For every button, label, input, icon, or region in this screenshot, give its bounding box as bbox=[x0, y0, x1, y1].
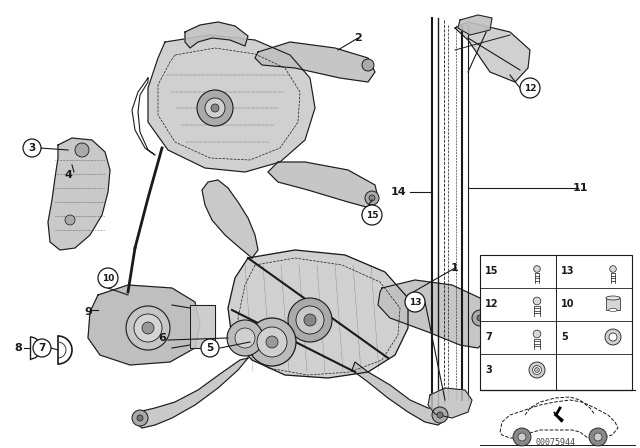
Ellipse shape bbox=[609, 309, 617, 311]
Circle shape bbox=[520, 78, 540, 98]
Circle shape bbox=[126, 306, 170, 350]
Text: 13: 13 bbox=[409, 297, 421, 306]
Circle shape bbox=[257, 327, 287, 357]
Text: 12: 12 bbox=[485, 299, 499, 309]
Circle shape bbox=[518, 433, 526, 441]
Circle shape bbox=[235, 328, 255, 348]
Circle shape bbox=[75, 143, 89, 157]
Circle shape bbox=[609, 333, 617, 341]
Polygon shape bbox=[135, 358, 248, 428]
Circle shape bbox=[137, 415, 143, 421]
Circle shape bbox=[132, 410, 148, 426]
Text: 7: 7 bbox=[485, 332, 492, 342]
Polygon shape bbox=[378, 280, 492, 348]
Circle shape bbox=[437, 412, 443, 418]
Text: 12: 12 bbox=[524, 83, 536, 92]
Circle shape bbox=[589, 428, 607, 446]
Text: 9: 9 bbox=[84, 307, 92, 317]
Circle shape bbox=[296, 306, 324, 334]
Text: 6: 6 bbox=[158, 333, 166, 343]
Text: 3: 3 bbox=[485, 365, 492, 375]
Bar bbox=[480, 255, 632, 390]
Circle shape bbox=[365, 191, 379, 205]
Circle shape bbox=[134, 314, 162, 342]
Text: 5: 5 bbox=[561, 332, 568, 342]
Circle shape bbox=[266, 336, 278, 348]
Ellipse shape bbox=[606, 296, 620, 300]
Circle shape bbox=[477, 315, 483, 321]
Polygon shape bbox=[228, 250, 408, 378]
Text: 15: 15 bbox=[485, 266, 499, 276]
Polygon shape bbox=[458, 15, 492, 35]
Circle shape bbox=[142, 322, 154, 334]
Circle shape bbox=[362, 59, 374, 71]
Polygon shape bbox=[352, 362, 445, 425]
Text: 4: 4 bbox=[64, 170, 72, 180]
Text: 11: 11 bbox=[572, 183, 588, 193]
Circle shape bbox=[65, 215, 75, 225]
Polygon shape bbox=[268, 162, 378, 208]
Circle shape bbox=[533, 330, 541, 338]
Polygon shape bbox=[255, 42, 375, 82]
Circle shape bbox=[205, 98, 225, 118]
Circle shape bbox=[513, 428, 531, 446]
Circle shape bbox=[98, 268, 118, 288]
Text: 14: 14 bbox=[390, 187, 406, 197]
Circle shape bbox=[432, 407, 448, 423]
Polygon shape bbox=[185, 22, 248, 48]
Circle shape bbox=[288, 298, 332, 342]
Circle shape bbox=[405, 292, 425, 312]
Circle shape bbox=[304, 314, 316, 326]
Text: 5: 5 bbox=[206, 343, 214, 353]
Bar bbox=[606, 298, 620, 310]
Circle shape bbox=[534, 266, 540, 272]
Circle shape bbox=[33, 339, 51, 357]
Circle shape bbox=[362, 205, 382, 225]
Polygon shape bbox=[190, 305, 215, 348]
Circle shape bbox=[529, 362, 545, 378]
Polygon shape bbox=[48, 138, 110, 250]
Polygon shape bbox=[455, 22, 530, 82]
Text: 2: 2 bbox=[354, 33, 362, 43]
Circle shape bbox=[211, 104, 219, 112]
Circle shape bbox=[472, 310, 488, 326]
Text: 8: 8 bbox=[14, 343, 22, 353]
Circle shape bbox=[248, 318, 296, 366]
Circle shape bbox=[594, 433, 602, 441]
Circle shape bbox=[23, 139, 41, 157]
Polygon shape bbox=[148, 35, 315, 172]
Polygon shape bbox=[428, 388, 472, 418]
Circle shape bbox=[197, 90, 233, 126]
Text: 15: 15 bbox=[365, 211, 378, 220]
Text: 1: 1 bbox=[451, 263, 459, 273]
Text: 10: 10 bbox=[561, 299, 575, 309]
Circle shape bbox=[201, 339, 219, 357]
Text: 7: 7 bbox=[38, 343, 45, 353]
Circle shape bbox=[534, 368, 540, 372]
Circle shape bbox=[369, 195, 375, 201]
Polygon shape bbox=[88, 285, 200, 365]
Polygon shape bbox=[554, 412, 562, 422]
Circle shape bbox=[532, 366, 541, 375]
Text: 10: 10 bbox=[102, 273, 114, 283]
Text: 3: 3 bbox=[28, 143, 36, 153]
Circle shape bbox=[227, 320, 263, 356]
Circle shape bbox=[605, 329, 621, 345]
Polygon shape bbox=[202, 180, 258, 258]
Circle shape bbox=[533, 297, 541, 305]
Circle shape bbox=[610, 266, 616, 272]
Text: 00075944: 00075944 bbox=[536, 438, 576, 447]
Text: 13: 13 bbox=[561, 266, 575, 276]
